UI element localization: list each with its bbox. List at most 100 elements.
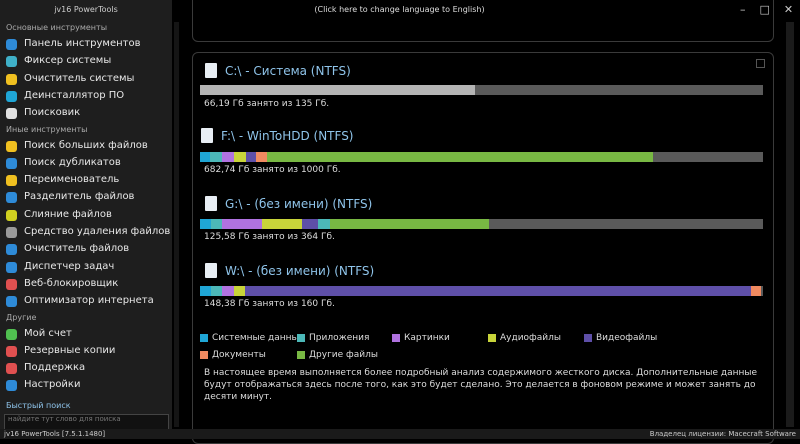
- menu-icon: [6, 192, 17, 204]
- scrollbar[interactable]: [174, 22, 179, 427]
- usage-segment: [200, 85, 476, 95]
- menu-item[interactable]: Разделитель файлов: [24, 191, 135, 203]
- usage-segment: [244, 286, 752, 296]
- usage-segment: [200, 286, 211, 296]
- legend-swatch: [392, 334, 400, 342]
- legend-label: Документы: [212, 350, 266, 360]
- usage-segment: [200, 152, 211, 162]
- window-controls[interactable]: –□✕: [740, 3, 793, 16]
- usage-segment: [221, 286, 234, 296]
- checkbox[interactable]: [756, 59, 765, 68]
- license: Владелец лицензии: Macecraft Software: [649, 430, 796, 438]
- menu-item[interactable]: Очиститель файлов: [24, 243, 130, 255]
- menu-icon: [6, 328, 17, 340]
- usage-segment: [317, 219, 330, 229]
- menu-item[interactable]: Настройки: [24, 379, 81, 391]
- status-bar: jv16 PowerTools [7.5.1.1480] Владелец ли…: [0, 429, 800, 439]
- sidebar: jv16 PowerTools Основные инструменты Пане…: [0, 0, 172, 431]
- usage-segment: [302, 219, 318, 229]
- disk-bar: [200, 219, 763, 229]
- disk-bar: [200, 85, 763, 95]
- menu-icon: [6, 209, 17, 221]
- menu-icon: [6, 380, 17, 392]
- disk-usage: 682,74 Гб занято из 1000 Гб.: [204, 165, 341, 175]
- menu-item[interactable]: Мой счет: [24, 327, 72, 339]
- disk-usage: 66,19 Гб занято из 135 Гб.: [204, 99, 330, 109]
- menu-item[interactable]: Очиститель системы: [24, 72, 135, 84]
- menu-item[interactable]: Слияние файлов: [24, 208, 112, 220]
- version: jv16 PowerTools [7.5.1.1480]: [4, 430, 106, 438]
- disk-label: W:\ - (без имени) (NTFS): [225, 264, 375, 278]
- section-title: Основные инструменты: [6, 23, 108, 32]
- disk-usage: 125,58 Гб занято из 364 Гб.: [204, 232, 335, 242]
- menu-icon: [6, 140, 17, 152]
- menu-icon: [6, 227, 17, 238]
- menu-icon: [6, 39, 17, 50]
- usage-segment: [245, 152, 256, 162]
- legend-swatch: [297, 334, 305, 342]
- usage-segment: [200, 219, 211, 229]
- legend-label: Другие файлы: [309, 350, 378, 360]
- menu-icon: [6, 261, 17, 273]
- usage-segment: [261, 219, 303, 229]
- menu-icon: [6, 90, 17, 102]
- disk-label: C:\ - Система (NTFS): [225, 64, 351, 78]
- disk-icon: [201, 128, 213, 143]
- window-title: jv16 PowerTools: [54, 5, 118, 14]
- disk-bar: [200, 286, 763, 296]
- legend-swatch: [200, 351, 208, 359]
- usage-segment: [255, 152, 267, 162]
- legend-swatch: [584, 334, 592, 342]
- disk-icon: [205, 63, 217, 78]
- menu-item[interactable]: Панель инструментов: [24, 38, 141, 49]
- legend-swatch: [297, 351, 305, 359]
- usage-segment: [221, 219, 262, 229]
- menu-item[interactable]: Деинсталлятор ПО: [24, 89, 125, 101]
- menu-icon: [6, 244, 17, 256]
- menu-item[interactable]: Резервные копии: [24, 344, 116, 356]
- analysis-note: В настоящее время выполняется более подр…: [204, 368, 758, 402]
- scrollbar[interactable]: [786, 22, 794, 427]
- legend-label: Картинки: [404, 333, 450, 343]
- menu-item[interactable]: Веб-блокировщик: [24, 277, 119, 289]
- language-link[interactable]: (Click here to change language to Englis…: [314, 5, 485, 14]
- disk-label: G:\ - (без имени) (NTFS): [225, 197, 373, 211]
- quick-search-label: Быстрый поиск: [6, 401, 71, 410]
- usage-segment: [210, 219, 222, 229]
- menu-item[interactable]: Поиск больших файлов: [24, 139, 148, 151]
- menu-icon: [6, 278, 17, 290]
- usage-segment: [233, 152, 246, 162]
- menu-icon: [6, 73, 17, 85]
- menu-item[interactable]: Поисковик: [24, 107, 81, 119]
- menu-icon: [6, 108, 17, 120]
- legend-label: Системные данные: [212, 333, 305, 343]
- legend-swatch: [488, 334, 496, 342]
- disk-icon: [205, 263, 217, 278]
- menu-item[interactable]: Поддержка: [24, 362, 86, 374]
- usage-segment: [233, 286, 245, 296]
- menu-icon: [6, 56, 17, 68]
- menu-item[interactable]: Средство удаления файлов: [24, 226, 171, 237]
- legend-label: Аудиофайлы: [500, 333, 561, 343]
- menu-item[interactable]: Диспетчер задач: [24, 260, 115, 272]
- menu-item[interactable]: Поиск дубликатов: [24, 156, 121, 168]
- menu-icon: [6, 296, 17, 308]
- menu-item[interactable]: Оптимизатор интернета: [24, 295, 154, 307]
- usage-segment: [210, 152, 222, 162]
- disk-usage: 148,38 Гб занято из 160 Гб.: [204, 299, 335, 309]
- menu-item[interactable]: Переименователь: [24, 174, 120, 186]
- menu-icon: [6, 157, 17, 169]
- legend-swatch: [200, 334, 208, 342]
- menu-icon: [6, 345, 17, 357]
- menu-item[interactable]: Фиксер системы: [24, 55, 112, 67]
- search-input[interactable]: найдите тут слово для поиска: [4, 414, 169, 430]
- menu-icon: [6, 175, 17, 187]
- menu-icon: [6, 363, 17, 375]
- legend-label: Видеофайлы: [596, 333, 658, 343]
- section-title: Иные инструменты: [6, 124, 88, 134]
- disk-label: F:\ - WinToHDD (NTFS): [221, 129, 354, 143]
- usage-segment: [210, 286, 222, 296]
- panel-previous: [192, 0, 774, 42]
- usage-segment: [266, 152, 653, 162]
